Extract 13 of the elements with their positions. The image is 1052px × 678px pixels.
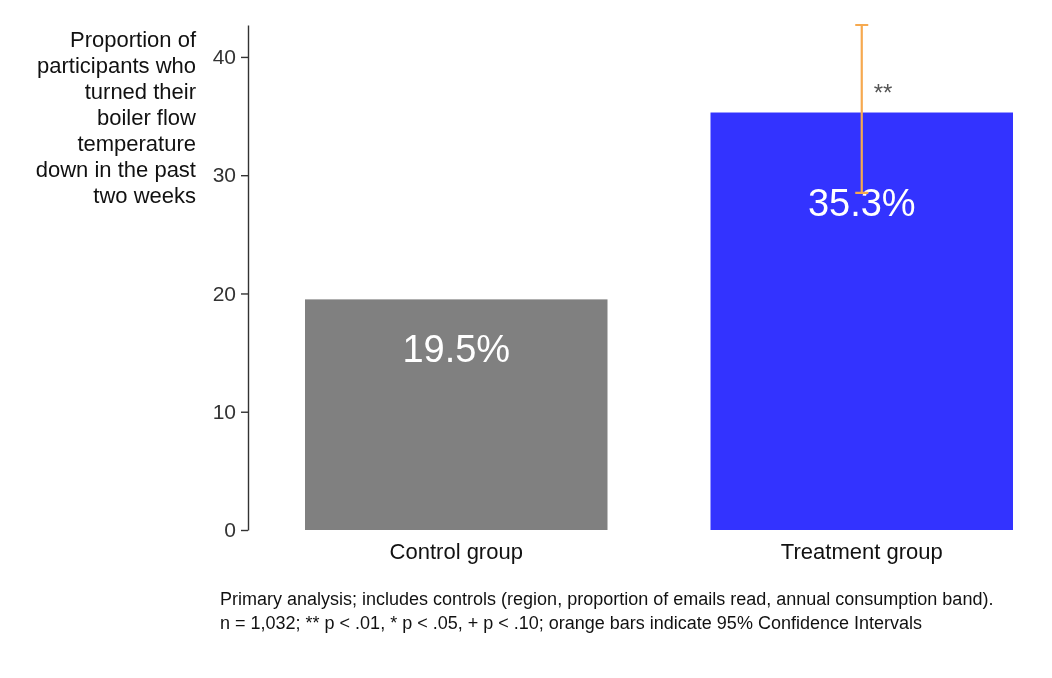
y-tick-label: 20 — [212, 281, 236, 305]
annotation: ** — [873, 78, 893, 106]
y-axis-title: Proportion of participants who turned their boiler flow temperature down in the past two weeks — [34, 27, 196, 209]
y-tick-label: 40 — [212, 45, 236, 69]
data-label: 19.5% — [402, 328, 511, 371]
text: Primary analysis; includes controls (region, proportion of emails read, annual consumption band). — [220, 588, 995, 611]
data-label: 35.3% — [807, 181, 916, 224]
y-tick-label: 10 — [212, 399, 236, 423]
y-tick-label: 0 — [224, 518, 236, 542]
x-tick-label: Treatment group — [780, 538, 943, 564]
x-tick-label: Control group — [389, 538, 523, 564]
text: n = 1,032; ** p < .01, * p < .05, + p < .10; orange bars indicate 95% Confidence Intervals — [220, 612, 923, 635]
y-tick-label: 30 — [212, 163, 236, 187]
